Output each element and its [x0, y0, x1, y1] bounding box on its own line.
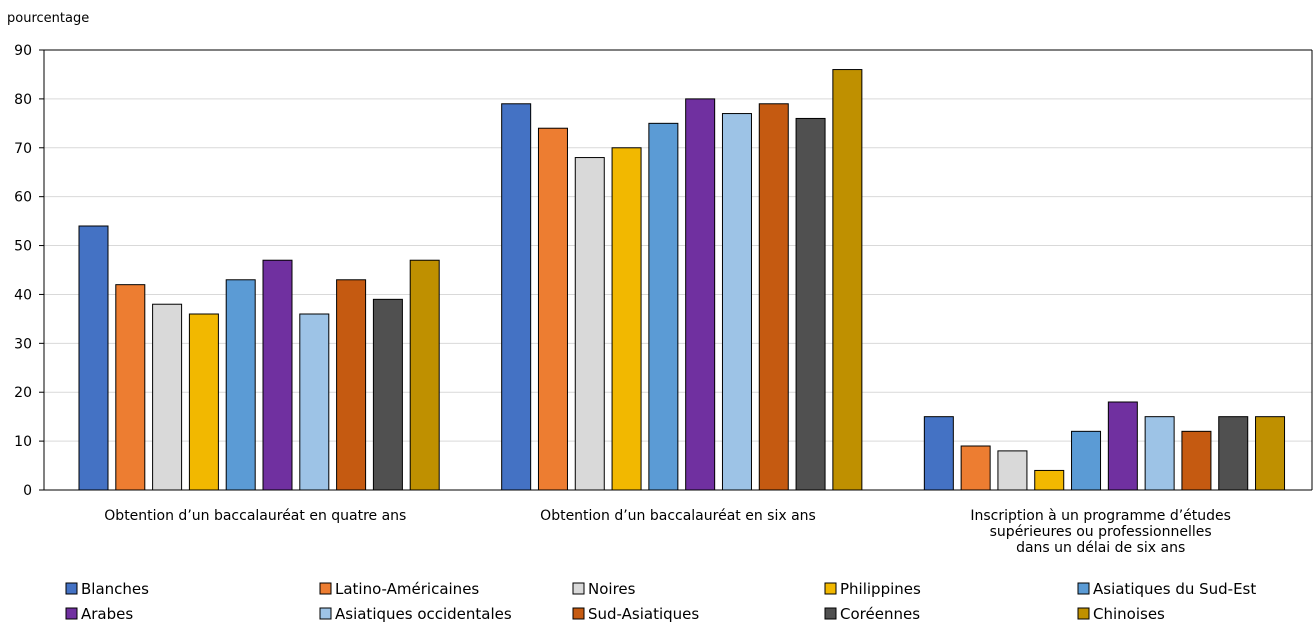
- legend-label: Asiatiques occidentales: [335, 605, 512, 623]
- y-tick-label: 90: [14, 43, 32, 59]
- legend-label: Noires: [588, 580, 636, 598]
- legend-swatch: [1077, 607, 1090, 620]
- y-tick-labels: 0 10 20 30 40 50 60 70 80 90: [14, 43, 32, 499]
- y-tick-label: 10: [14, 434, 32, 450]
- category-label: Obtention d’un baccalauréat en six ans: [540, 508, 816, 524]
- bar: [115, 284, 146, 491]
- legend-swatch: [1077, 582, 1090, 595]
- legend-label: Sud-Asiatiques: [588, 605, 699, 623]
- bar: [1107, 401, 1138, 491]
- legend-swatch: [824, 582, 837, 595]
- bars: [78, 69, 1286, 491]
- bar: [537, 127, 568, 491]
- bar: [372, 298, 403, 491]
- legend-swatch: [824, 607, 837, 620]
- legend-label: Latino-Américaines: [335, 580, 479, 598]
- bar: [262, 259, 293, 491]
- bar: [685, 98, 716, 491]
- category-label: Obtention d’un baccalauréat en quatre an…: [104, 508, 406, 524]
- bar: [1255, 416, 1286, 491]
- y-tick-label: 20: [14, 385, 32, 401]
- legend-label: Coréennes: [840, 605, 920, 623]
- y-tick-label: 60: [14, 190, 32, 206]
- y-tick-label: 30: [14, 336, 32, 352]
- legend-label: Blanches: [81, 580, 149, 598]
- y-tick-label: 40: [14, 287, 32, 303]
- bar: [832, 69, 863, 491]
- bar: [1034, 469, 1065, 491]
- bar: [1144, 416, 1175, 491]
- legend: Blanches Latino-Américaines Noires Philippi…: [65, 580, 1256, 623]
- bar: [78, 225, 109, 491]
- bar: [721, 113, 752, 491]
- legend-swatch: [319, 582, 332, 595]
- category-label: dans un délai de six ans: [1016, 540, 1185, 556]
- legend-label: Arabes: [81, 605, 133, 623]
- bar: [299, 313, 330, 491]
- bar: [574, 157, 605, 491]
- legend-swatch: [572, 607, 585, 620]
- bar: [960, 445, 991, 491]
- legend-swatch: [65, 582, 78, 595]
- axes: [39, 49, 1313, 491]
- bar: [225, 279, 256, 491]
- bar: [1218, 416, 1249, 491]
- bar: [923, 416, 954, 491]
- bar: [997, 450, 1028, 491]
- bar: [795, 117, 826, 491]
- category-label: supérieures ou professionnelles: [990, 524, 1212, 540]
- bar: [1181, 430, 1212, 491]
- bar: [152, 303, 183, 491]
- y-axis-label: pourcentage: [7, 11, 89, 26]
- legend-swatch: [65, 607, 78, 620]
- y-tick-label: 70: [14, 141, 32, 157]
- legend-label: Chinoises: [1093, 605, 1165, 623]
- y-tick-label: 50: [14, 239, 32, 255]
- bar: [758, 103, 789, 491]
- bar: [501, 103, 532, 491]
- bar: [336, 279, 367, 491]
- legend-swatch: [319, 607, 332, 620]
- bar: [1071, 430, 1102, 491]
- y-tick-label: 0: [23, 483, 32, 499]
- bar: [648, 122, 679, 491]
- category-label: Inscription à un programme d’études: [970, 508, 1231, 524]
- y-tick-label: 80: [14, 92, 32, 108]
- bar: [409, 259, 440, 491]
- bar: [188, 313, 219, 491]
- legend-label: Philippines: [840, 580, 921, 598]
- bar: [611, 147, 642, 491]
- legend-swatch: [572, 582, 585, 595]
- category-labels: Obtention d’un baccalauréat en quatre an…: [104, 508, 1231, 556]
- legend-label: Asiatiques du Sud-Est: [1093, 580, 1256, 598]
